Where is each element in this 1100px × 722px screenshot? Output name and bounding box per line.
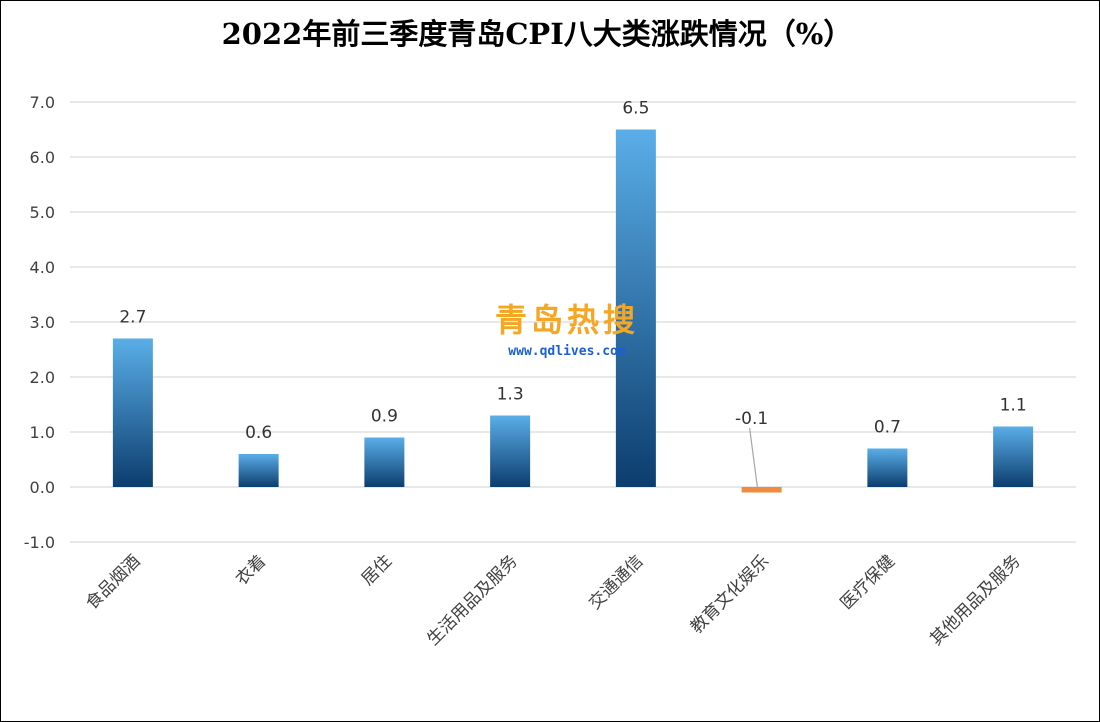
bar (112, 338, 153, 487)
watermark-brand: 青岛热搜 (495, 301, 639, 339)
data-label: -0.1 (735, 409, 768, 429)
bar (867, 448, 908, 487)
category-label: 生活用品及服务 (423, 551, 521, 649)
bar (615, 129, 656, 487)
bar (490, 415, 531, 487)
category-label: 交通通信 (585, 551, 647, 613)
category-label: 居住 (358, 551, 396, 589)
bar (364, 437, 405, 487)
category-label: 食品烟酒 (82, 551, 144, 613)
bar (741, 487, 782, 493)
watermark-url: www.qdlives.com (508, 344, 626, 359)
leader-line (749, 427, 759, 490)
x-axis-categories: 食品烟酒 衣着 居住 生活用品及服务 交通通信 教育文化娱乐 医疗保健 其他用品及服务 (82, 551, 1024, 649)
data-label: 0.9 (371, 407, 398, 427)
y-tick-label: 2.0 (30, 368, 55, 387)
y-tick-label: 6.0 (30, 148, 55, 167)
bars (112, 129, 1034, 493)
bar (993, 426, 1034, 487)
data-label: 6.5 (622, 99, 649, 119)
category-label: 其他用品及服务 (926, 551, 1024, 649)
y-tick-label: 3.0 (30, 313, 55, 332)
data-label: 2.7 (119, 308, 146, 328)
data-labels: 2.7 0.6 0.9 1.3 6.5 -0.1 0.7 1.1 (119, 99, 1027, 490)
category-label: 衣着 (232, 551, 270, 589)
y-tick-label: 4.0 (30, 258, 55, 277)
y-tick-label: 0.0 (30, 478, 55, 497)
y-tick-label: -1.0 (24, 533, 55, 552)
y-tick-label: 5.0 (30, 203, 55, 222)
bar (238, 454, 279, 487)
gridlines (70, 101, 1076, 543)
chart-title: 2022年前三季度青岛CPI八大类涨跌情况（%） (222, 17, 853, 51)
data-label: 1.3 (497, 385, 524, 405)
y-tick-label: 1.0 (30, 423, 55, 442)
category-label: 医疗保健 (837, 551, 899, 613)
watermark: 青岛热搜 www.qdlives.com (495, 301, 639, 359)
category-label: 教育文化娱乐 (687, 551, 773, 637)
data-label: 1.1 (1000, 396, 1027, 416)
y-tick-label: 7.0 (30, 93, 55, 112)
data-label: 0.6 (245, 423, 272, 443)
y-axis-ticks: -1.0 0.0 1.0 2.0 3.0 4.0 5.0 6.0 7.0 (24, 93, 55, 552)
data-label: 0.7 (874, 418, 901, 438)
